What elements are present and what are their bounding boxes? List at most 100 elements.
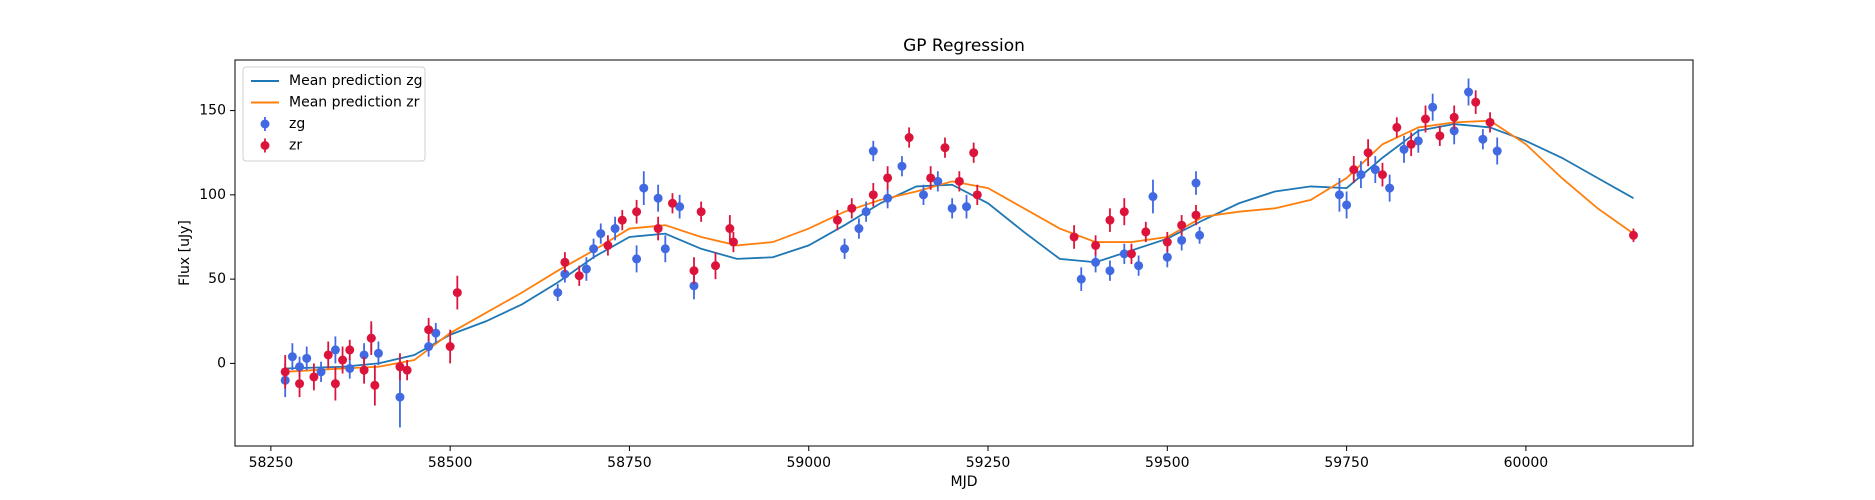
x-tick-label: 58500 xyxy=(428,455,473,471)
point xyxy=(445,342,455,352)
point xyxy=(1105,215,1115,225)
y-tick-label: 50 xyxy=(208,271,226,287)
point xyxy=(918,190,928,200)
point xyxy=(560,269,570,279)
point xyxy=(610,224,620,234)
point xyxy=(295,362,305,372)
point xyxy=(1141,227,1151,237)
point xyxy=(1091,240,1101,250)
point xyxy=(897,161,907,171)
point xyxy=(868,146,878,156)
point xyxy=(1162,237,1172,247)
x-tick-label: 59250 xyxy=(966,455,1011,471)
point xyxy=(904,133,914,143)
point xyxy=(366,333,376,343)
point xyxy=(969,148,979,158)
point xyxy=(452,288,462,298)
point xyxy=(1420,114,1430,124)
point xyxy=(1449,126,1459,136)
point xyxy=(370,380,380,390)
point xyxy=(962,202,972,212)
y-tick-label: 0 xyxy=(217,355,226,371)
point xyxy=(653,193,663,203)
legend-label: Mean prediction zr xyxy=(289,95,420,111)
point xyxy=(861,207,871,217)
point xyxy=(330,379,340,389)
point xyxy=(338,355,348,365)
point xyxy=(1628,230,1638,240)
point xyxy=(667,198,677,208)
point xyxy=(832,215,842,225)
plot-area xyxy=(280,78,1638,428)
point xyxy=(940,143,950,153)
point xyxy=(725,224,735,234)
point xyxy=(1385,183,1395,193)
point xyxy=(359,350,369,360)
point xyxy=(1069,232,1079,242)
point xyxy=(933,176,943,186)
axes-frame xyxy=(234,59,1694,447)
point xyxy=(1392,122,1402,132)
point xyxy=(840,244,850,254)
point xyxy=(1464,87,1474,97)
point xyxy=(947,203,957,213)
point xyxy=(1471,97,1481,107)
legend-swatch xyxy=(260,141,270,150)
point xyxy=(560,257,570,267)
point xyxy=(926,173,936,183)
point xyxy=(581,264,591,274)
line xyxy=(285,123,1634,370)
point xyxy=(574,271,584,281)
point xyxy=(1134,261,1144,271)
line xyxy=(285,119,1634,373)
point xyxy=(1435,131,1445,141)
point xyxy=(696,207,706,217)
point xyxy=(868,190,878,200)
point xyxy=(1428,102,1438,112)
point xyxy=(1191,210,1201,220)
point xyxy=(1349,165,1359,175)
point xyxy=(295,379,305,389)
point xyxy=(395,392,405,402)
point xyxy=(711,261,721,271)
point xyxy=(1377,170,1387,180)
point xyxy=(1492,146,1502,156)
point xyxy=(1148,192,1158,202)
point xyxy=(1356,170,1366,180)
point xyxy=(287,352,297,362)
point xyxy=(1177,220,1187,230)
point xyxy=(1334,190,1344,200)
point xyxy=(675,202,685,212)
x-axis-label: MJD xyxy=(951,474,978,490)
point xyxy=(1485,117,1495,127)
point xyxy=(280,367,290,377)
point xyxy=(728,237,738,247)
point xyxy=(883,193,893,203)
legend-label: zg xyxy=(289,116,305,132)
chart-title: GP Regression xyxy=(903,36,1025,56)
point xyxy=(1119,249,1129,259)
point xyxy=(1449,112,1459,122)
point xyxy=(596,229,606,239)
x-tick-label: 59750 xyxy=(1324,455,1369,471)
point xyxy=(1126,249,1136,259)
x-tick-label: 59000 xyxy=(786,455,831,471)
point xyxy=(402,365,412,375)
point xyxy=(689,266,699,276)
x-tick-label: 58750 xyxy=(607,455,652,471)
point xyxy=(1177,235,1187,245)
x-tick-label: 60000 xyxy=(1504,455,1549,471)
point xyxy=(1478,134,1488,144)
point xyxy=(847,203,857,213)
point xyxy=(653,224,663,234)
point xyxy=(972,190,982,200)
point xyxy=(632,207,642,217)
point xyxy=(1399,144,1409,154)
point xyxy=(553,288,563,298)
point xyxy=(431,328,441,338)
point xyxy=(373,348,383,358)
x-tick-label: 59500 xyxy=(1145,455,1190,471)
point xyxy=(395,362,405,372)
point xyxy=(330,345,340,355)
point xyxy=(1076,274,1086,284)
